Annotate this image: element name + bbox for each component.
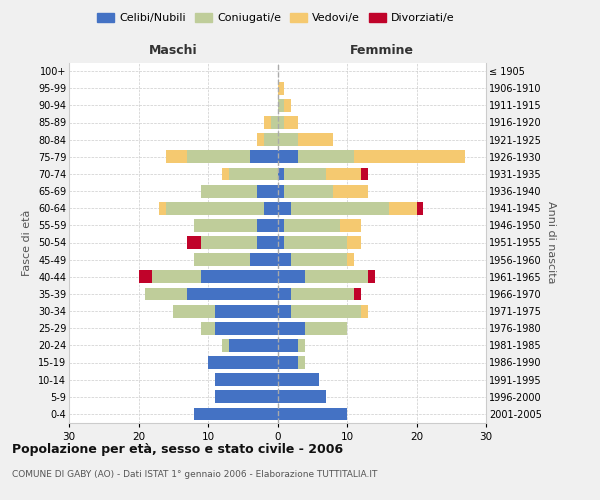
Bar — [277, 390, 326, 403]
Bar — [250, 253, 277, 266]
Text: Maschi: Maschi — [149, 44, 197, 58]
Bar — [187, 150, 250, 163]
Bar — [277, 133, 298, 146]
Bar — [187, 288, 277, 300]
Bar — [277, 82, 284, 94]
Bar — [292, 288, 354, 300]
Bar — [361, 168, 368, 180]
Bar — [277, 219, 284, 232]
Bar — [284, 219, 340, 232]
Bar — [389, 202, 416, 214]
Bar — [277, 150, 298, 163]
Bar — [284, 168, 326, 180]
Bar — [277, 339, 298, 352]
Bar — [298, 133, 333, 146]
Bar — [277, 236, 284, 249]
Bar — [201, 184, 257, 198]
Bar — [277, 322, 305, 334]
Bar — [292, 304, 361, 318]
Legend: Celibi/Nubili, Coniugati/e, Vedovi/e, Divorziati/e: Celibi/Nubili, Coniugati/e, Vedovi/e, Di… — [93, 8, 459, 28]
Bar — [277, 270, 305, 283]
Bar — [263, 202, 277, 214]
Bar — [298, 150, 354, 163]
Bar — [222, 168, 229, 180]
Bar — [284, 99, 292, 112]
Bar — [215, 322, 277, 334]
Bar — [298, 356, 305, 369]
Bar — [284, 236, 347, 249]
Bar — [277, 253, 292, 266]
Bar — [229, 168, 277, 180]
Bar — [215, 304, 277, 318]
Bar — [277, 99, 284, 112]
Bar — [201, 236, 257, 249]
Bar — [277, 304, 292, 318]
Bar — [326, 168, 361, 180]
Bar — [139, 270, 152, 283]
Bar — [277, 168, 284, 180]
Y-axis label: Fasce di età: Fasce di età — [22, 210, 32, 276]
Bar — [194, 408, 277, 420]
Bar — [354, 288, 361, 300]
Bar — [277, 288, 292, 300]
Bar — [250, 150, 277, 163]
Bar — [194, 219, 257, 232]
Bar — [152, 270, 201, 283]
Y-axis label: Anni di nascita: Anni di nascita — [545, 201, 556, 284]
Bar — [333, 184, 368, 198]
Text: Popolazione per età, sesso e stato civile - 2006: Popolazione per età, sesso e stato civil… — [12, 442, 343, 456]
Bar — [166, 150, 187, 163]
Bar — [215, 373, 277, 386]
Bar — [257, 219, 277, 232]
Bar — [257, 133, 263, 146]
Bar — [305, 322, 347, 334]
Bar — [284, 184, 333, 198]
Bar — [298, 339, 305, 352]
Bar — [277, 408, 347, 420]
Bar — [292, 253, 347, 266]
Bar — [347, 236, 361, 249]
Bar — [215, 390, 277, 403]
Bar — [160, 202, 166, 214]
Bar — [340, 219, 361, 232]
Bar — [277, 184, 284, 198]
Bar — [229, 339, 277, 352]
Bar — [277, 356, 298, 369]
Bar — [416, 202, 424, 214]
Bar — [166, 202, 263, 214]
Bar — [292, 202, 389, 214]
Bar — [271, 116, 277, 129]
Bar — [263, 133, 277, 146]
Bar — [208, 356, 277, 369]
Bar — [145, 288, 187, 300]
Text: COMUNE DI GABY (AO) - Dati ISTAT 1° gennaio 2006 - Elaborazione TUTTITALIA.IT: COMUNE DI GABY (AO) - Dati ISTAT 1° genn… — [12, 470, 377, 479]
Bar — [361, 304, 368, 318]
Bar — [354, 150, 465, 163]
Bar — [368, 270, 375, 283]
Bar — [201, 270, 277, 283]
Bar — [284, 116, 298, 129]
Bar — [257, 184, 277, 198]
Bar — [277, 116, 284, 129]
Bar — [263, 116, 271, 129]
Bar — [277, 202, 292, 214]
Bar — [347, 253, 354, 266]
Text: Femmine: Femmine — [350, 44, 414, 58]
Bar — [305, 270, 368, 283]
Bar — [222, 339, 229, 352]
Bar — [173, 304, 215, 318]
Bar — [187, 236, 201, 249]
Bar — [277, 373, 319, 386]
Bar — [257, 236, 277, 249]
Bar — [201, 322, 215, 334]
Bar — [194, 253, 250, 266]
